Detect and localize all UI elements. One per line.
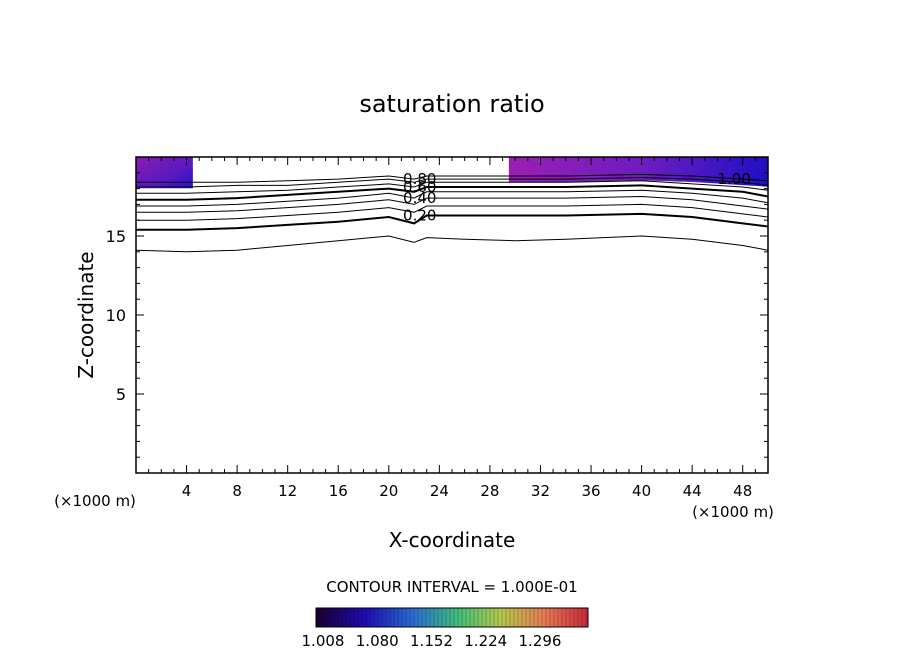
colorbar-tick-label: 1.080 bbox=[356, 632, 399, 650]
contour-label: 0.80 bbox=[403, 170, 436, 188]
contour-label: 1.00 bbox=[717, 170, 750, 188]
y-tick-label: 5 bbox=[116, 385, 126, 404]
x-tick-label: 8 bbox=[232, 482, 242, 500]
chart-title: saturation ratio bbox=[359, 90, 544, 118]
contour-line bbox=[136, 180, 768, 194]
contour-line bbox=[136, 235, 768, 253]
x-tick-label: 36 bbox=[581, 482, 600, 500]
x-tick-label: 32 bbox=[531, 482, 550, 500]
x-unit-right: (×1000 m) bbox=[692, 503, 774, 521]
y-tick-label: 10 bbox=[106, 306, 126, 325]
colorbar bbox=[315, 607, 589, 628]
colorbar-tick-label: 1.224 bbox=[464, 632, 507, 650]
shaded-regions bbox=[136, 157, 768, 189]
x-unit-left: (×1000 m) bbox=[54, 492, 136, 510]
x-tick-label: 28 bbox=[480, 482, 499, 500]
contour-label: 0.20 bbox=[403, 206, 436, 224]
colorbar-stripes bbox=[317, 609, 587, 626]
contour-interval-label: CONTOUR INTERVAL = 1.000E-01 bbox=[326, 578, 577, 596]
x-tick-label: 4 bbox=[182, 482, 192, 500]
contour-line bbox=[136, 176, 768, 188]
contour-line bbox=[136, 203, 768, 221]
contour-line bbox=[136, 184, 768, 201]
y-axis-label: Z-coordinate bbox=[74, 251, 98, 378]
x-tick-label: 16 bbox=[329, 482, 348, 500]
contour-lines bbox=[136, 173, 768, 253]
contour-label: 0.60 bbox=[403, 178, 436, 196]
contour-line bbox=[136, 173, 768, 183]
x-tick-label: 48 bbox=[733, 482, 752, 500]
y-tick-label: 15 bbox=[106, 227, 126, 246]
x-tick-label: 24 bbox=[430, 482, 449, 500]
colorbar-ticks: 1.008 1.080 1.152 1.224 1.296 bbox=[302, 632, 562, 650]
contour-labels: 0.200.400.600.80 1.00 bbox=[403, 170, 751, 224]
colorbar-tick-label: 1.008 bbox=[302, 632, 345, 650]
x-axis-label: X-coordinate bbox=[389, 528, 516, 552]
x-tick-label: 44 bbox=[683, 482, 702, 500]
shaded-region bbox=[136, 157, 193, 189]
contour-line bbox=[136, 189, 768, 207]
contour-line bbox=[136, 212, 768, 231]
y-axis-ticks: 5 10 15 bbox=[106, 172, 768, 458]
x-tick-label: 20 bbox=[379, 482, 398, 500]
x-axis-ticks: 4 8 12 16 20 24 28 32 36 40 44 48 bbox=[148, 157, 756, 500]
colorbar-tick-label: 1.152 bbox=[410, 632, 453, 650]
x-tick-label: 12 bbox=[278, 482, 297, 500]
x-tick-label: 40 bbox=[632, 482, 651, 500]
contour-label: 0.40 bbox=[403, 189, 436, 207]
colorbar-tick-label: 1.296 bbox=[519, 632, 562, 650]
contour-line bbox=[136, 195, 768, 213]
